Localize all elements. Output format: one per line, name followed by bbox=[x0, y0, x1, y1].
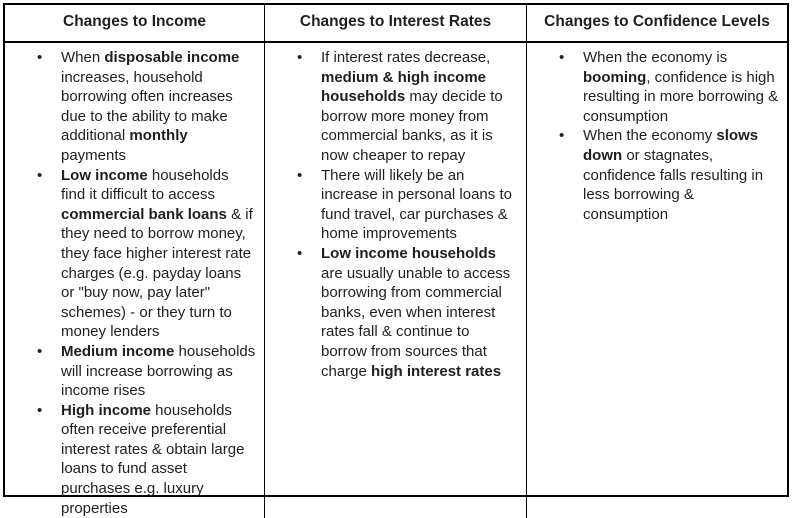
bullet-item: • When the economy is booming, confidence… bbox=[527, 48, 787, 126]
bullet-icon: • bbox=[37, 342, 43, 360]
bullet-icon: • bbox=[297, 166, 303, 184]
bullet-item: • When disposable income increases, house… bbox=[5, 48, 264, 166]
bullet-item: • There will likely be an increase in per… bbox=[265, 166, 526, 244]
column-changes-to-income: Changes to Income • When disposable incom… bbox=[5, 5, 265, 518]
bullet-icon: • bbox=[559, 49, 565, 66]
column-body-income: • When disposable income increases, house… bbox=[5, 43, 264, 518]
bullet-item: • Medium income households will increase … bbox=[5, 342, 264, 401]
bullet-icon: • bbox=[559, 127, 565, 145]
bullet-text: When the economy is booming, confidence … bbox=[583, 49, 779, 125]
bullet-item: • Low income households find it difficult… bbox=[5, 166, 264, 342]
bullet-icon: • bbox=[37, 166, 43, 184]
bullet-item: • When the economy slows down or stagnate… bbox=[527, 126, 787, 224]
column-changes-to-interest-rates: Changes to Interest Rates • If interest r… bbox=[265, 5, 527, 518]
column-body-confidence-levels: • When the economy is booming, confidence… bbox=[527, 43, 787, 518]
bullet-list-income: • When disposable income increases, house… bbox=[5, 48, 264, 518]
document-table: Changes to Income • When disposable incom… bbox=[3, 3, 789, 518]
bullet-text: Medium income households will increase b… bbox=[61, 342, 256, 400]
column-changes-to-confidence-levels: Changes to Confidence Levels • When the e… bbox=[527, 5, 787, 518]
bullet-text: There will likely be an increase in pers… bbox=[321, 166, 512, 243]
bullet-icon: • bbox=[37, 49, 43, 66]
bullet-icon: • bbox=[297, 49, 303, 66]
bullet-text: Low income households are usually unable… bbox=[321, 244, 511, 380]
column-header-interest-rates: Changes to Interest Rates bbox=[265, 5, 526, 43]
bullet-item: • High income households often receive pr… bbox=[5, 401, 264, 518]
column-header-income: Changes to Income bbox=[5, 5, 264, 43]
column-header-confidence-levels: Changes to Confidence Levels bbox=[527, 5, 787, 43]
bullet-text: Low income households find it difficult … bbox=[61, 166, 253, 341]
bullet-item: • Low income households are usually unabl… bbox=[265, 244, 526, 381]
bullet-icon: • bbox=[37, 401, 43, 419]
column-body-interest-rates: • If interest rates decrease, medium & hi… bbox=[265, 43, 526, 518]
bullet-text: High income households often receive pre… bbox=[61, 401, 245, 517]
bullet-text: If interest rates decrease, medium & hig… bbox=[321, 49, 503, 164]
bullet-text: When disposable income increases, househ… bbox=[61, 49, 240, 164]
bullet-list-confidence-levels: • When the economy is booming, confidence… bbox=[527, 48, 787, 224]
bullet-icon: • bbox=[297, 244, 303, 262]
bullet-item: • If interest rates decrease, medium & hi… bbox=[265, 48, 526, 166]
bullet-list-interest-rates: • If interest rates decrease, medium & hi… bbox=[265, 48, 526, 381]
bullet-text: When the economy slows down or stagnates… bbox=[583, 127, 764, 223]
